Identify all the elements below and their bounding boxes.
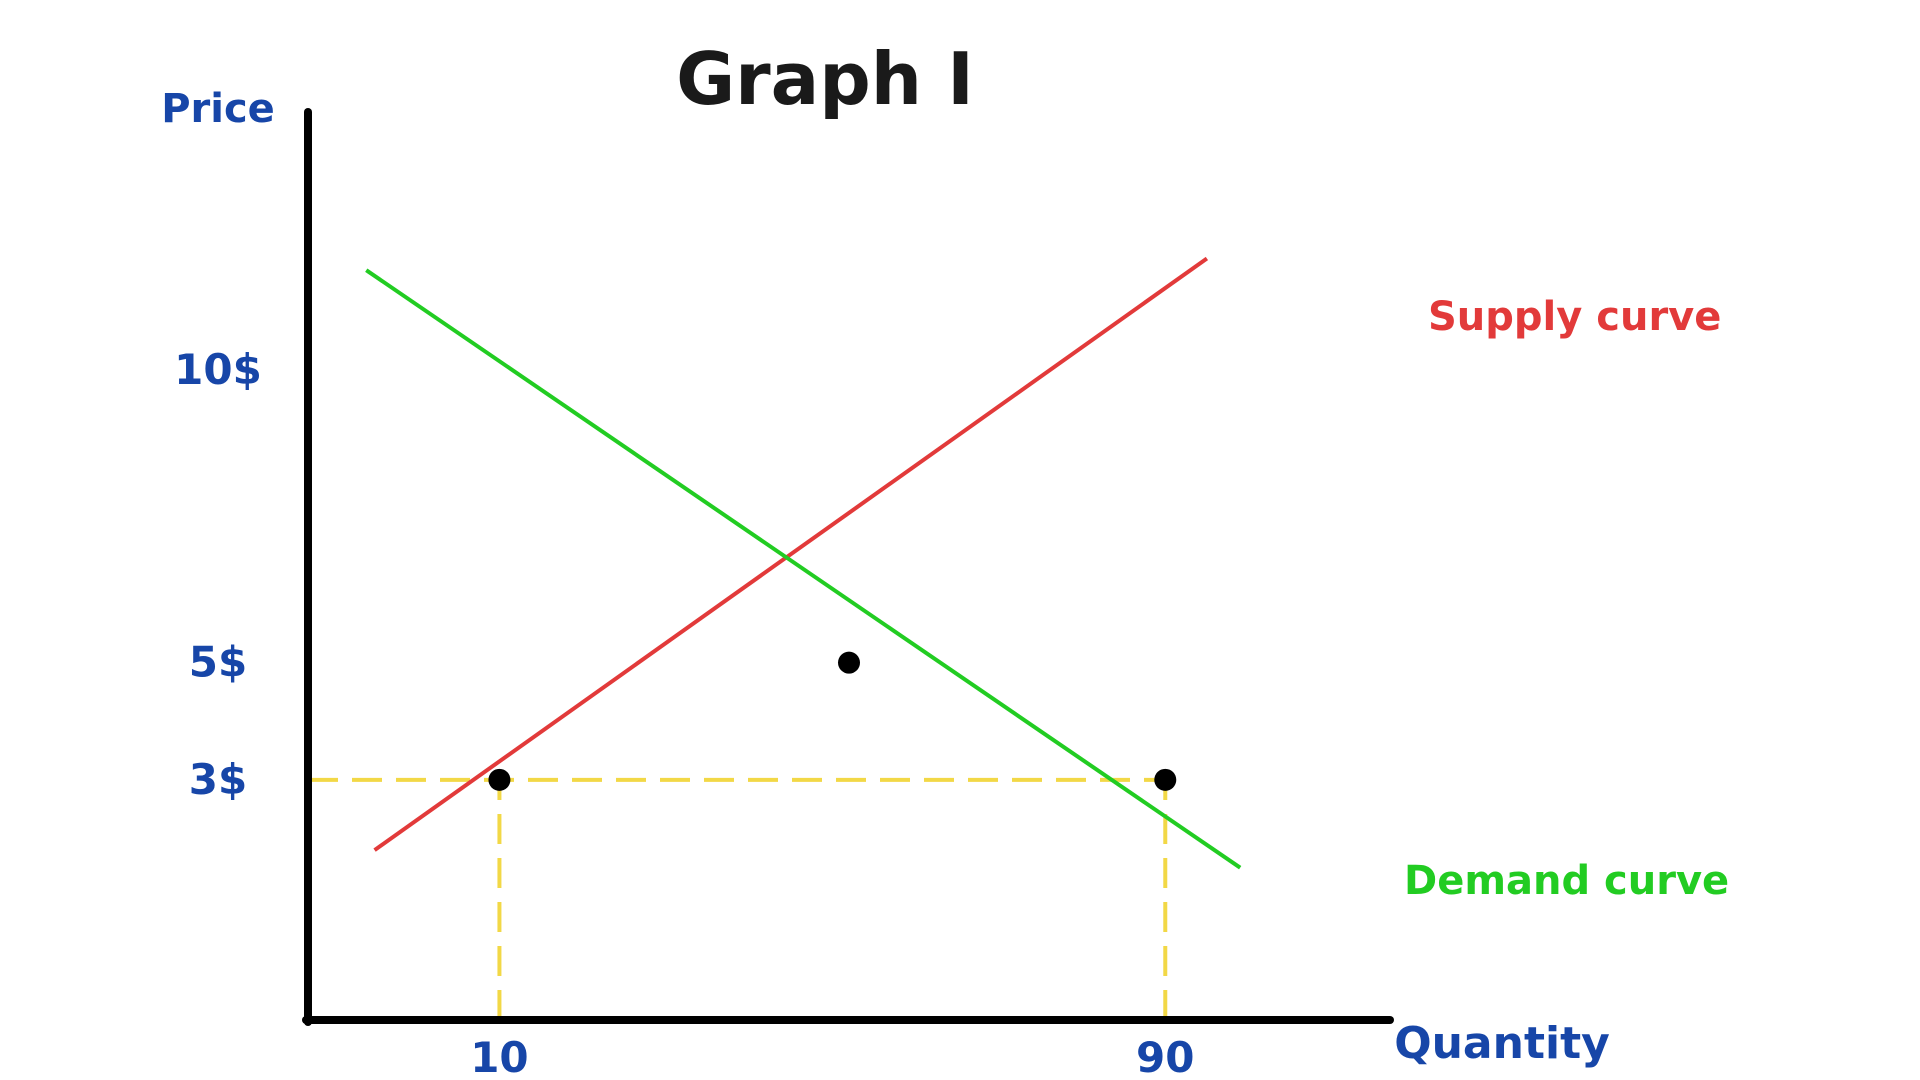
- data-point-1: [838, 651, 860, 674]
- y-tick-label: 10$: [174, 345, 262, 394]
- demand-curve-line: [365, 268, 1242, 870]
- supply-curve-label: Supply curve: [1428, 294, 1721, 340]
- chart-title: Graph I: [676, 37, 974, 121]
- data-point-3: [1154, 768, 1177, 791]
- y-axis-label: Price: [161, 86, 275, 132]
- x-tick-label: 10: [470, 1033, 528, 1080]
- y-tick-label: 5$: [189, 638, 247, 687]
- x-axis-label: Quantity: [1394, 1018, 1610, 1069]
- demand-curve-label: Demand curve: [1404, 858, 1729, 904]
- x-tick-label: 90: [1136, 1033, 1194, 1080]
- supply-curve-line: [373, 256, 1209, 852]
- data-point-2: [488, 768, 511, 791]
- y-tick-label: 3$: [189, 755, 247, 804]
